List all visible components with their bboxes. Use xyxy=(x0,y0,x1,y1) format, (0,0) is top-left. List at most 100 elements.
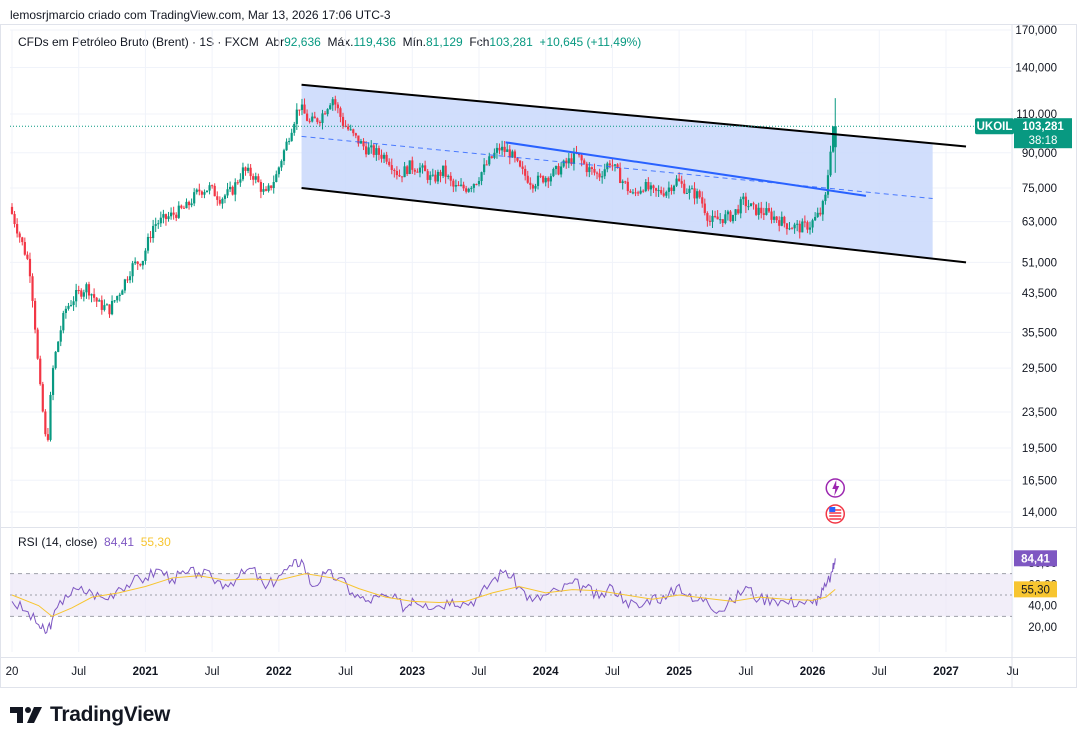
candle-body xyxy=(408,160,411,174)
rsi-legend[interactable]: RSI (14, close) 84,41 55,30 xyxy=(18,535,171,549)
x-tick-label: 2021 xyxy=(133,666,159,678)
candle-body xyxy=(169,212,173,217)
candle-body xyxy=(557,166,560,175)
candle-body xyxy=(211,185,214,187)
channel-mid-dashed xyxy=(301,135,933,200)
y-tick-label: 23,500 xyxy=(1022,407,1057,419)
tradingview-logo[interactable]: TradingView xyxy=(10,703,170,727)
x-tick-label: Ju xyxy=(1007,666,1019,678)
candle-body xyxy=(339,108,342,117)
candle-body xyxy=(80,290,83,297)
candle-body xyxy=(539,175,542,177)
chart-frame xyxy=(0,24,1077,688)
candle-body xyxy=(382,154,386,159)
candle-body xyxy=(572,152,576,164)
x-tick-label: Jul xyxy=(71,666,86,678)
candle-body xyxy=(511,151,514,158)
price-tag-value: 103,281 xyxy=(1022,121,1064,133)
candle-body xyxy=(216,196,219,200)
symbol-title[interactable]: CFDs em Petróleo Bruto (Brent) · 1S · FX… xyxy=(18,35,259,49)
candle-body xyxy=(118,294,121,297)
candle-body xyxy=(85,284,88,293)
candle-body xyxy=(439,171,442,176)
candle-body xyxy=(51,368,55,395)
candle-body xyxy=(126,279,129,281)
candle-body xyxy=(18,233,21,238)
candle-body xyxy=(103,305,106,310)
candle-body xyxy=(788,228,791,230)
candle-body xyxy=(457,185,460,187)
candle-body xyxy=(475,184,478,186)
candle-body xyxy=(590,167,594,169)
rsi-ma-legend-value: 55,30 xyxy=(140,535,171,549)
y-tick-label: 110,000 xyxy=(1016,109,1057,121)
y-tick-label: 51,000 xyxy=(1022,257,1057,269)
candle-body xyxy=(349,129,352,131)
candle-body xyxy=(806,222,809,230)
price-tag-countdown: 38:18 xyxy=(1029,135,1058,147)
candle-body xyxy=(149,236,152,239)
candle-body xyxy=(316,118,319,123)
candle-body xyxy=(87,284,91,296)
candle-body xyxy=(364,146,368,155)
candle-body xyxy=(57,341,60,352)
candle-body xyxy=(790,228,794,230)
change-value: +10,645 (+11,49%) xyxy=(539,35,642,49)
candle-body xyxy=(744,196,747,207)
candle-body xyxy=(77,290,80,292)
candle-body xyxy=(54,351,57,369)
candle-body xyxy=(157,223,160,225)
candle-body xyxy=(72,301,75,306)
candle-body xyxy=(357,135,360,144)
candle-body xyxy=(480,172,483,182)
candle-body xyxy=(552,169,555,177)
candle-body xyxy=(180,205,183,208)
candle-body xyxy=(429,175,432,180)
candle-body xyxy=(90,294,93,296)
y-tick-label: 75,000 xyxy=(1022,183,1057,195)
candle-body xyxy=(690,188,694,190)
candle-body xyxy=(305,113,309,121)
candle-body xyxy=(39,358,42,385)
rsi-y-tick-label: 40,00 xyxy=(1028,601,1057,613)
candle-body xyxy=(326,109,329,115)
candle-body xyxy=(413,169,416,172)
candle-body xyxy=(593,168,596,173)
candle-body xyxy=(549,176,552,182)
candle-body xyxy=(13,213,16,225)
candle-body xyxy=(498,147,501,151)
candle-body xyxy=(685,192,688,194)
candle-body xyxy=(221,198,224,204)
candle-body xyxy=(347,126,350,130)
candle-body xyxy=(400,176,404,178)
candle-body xyxy=(28,258,32,277)
candle-body xyxy=(513,151,517,158)
candle-body xyxy=(277,167,280,175)
chart-caption: lemosrjmarcio criado com TradingView.com… xyxy=(10,8,391,22)
candle-body xyxy=(531,184,534,189)
candle-body xyxy=(518,160,522,167)
candle-body xyxy=(190,203,193,206)
candle-body xyxy=(321,113,324,123)
candle-body xyxy=(110,300,114,315)
candle-body xyxy=(259,181,262,192)
rsi-title[interactable]: RSI (14, close) xyxy=(18,535,98,549)
candle-body xyxy=(154,224,157,226)
candle-body xyxy=(388,161,391,166)
rsi-tag-value: 84,41 xyxy=(1021,553,1050,565)
candle-body xyxy=(280,161,283,168)
candle-body xyxy=(742,196,745,200)
candle-body xyxy=(377,148,381,155)
candle-body xyxy=(334,99,337,105)
candle-body xyxy=(285,141,288,151)
candle-body xyxy=(239,179,242,183)
candle-body xyxy=(82,292,85,297)
last-candle-body xyxy=(833,126,837,148)
candle-body xyxy=(270,185,273,189)
y-tick-label: 43,500 xyxy=(1022,288,1057,300)
candle-body xyxy=(621,181,624,183)
candle-body xyxy=(200,191,203,195)
candle-body xyxy=(603,169,606,177)
candle-body xyxy=(385,154,388,162)
